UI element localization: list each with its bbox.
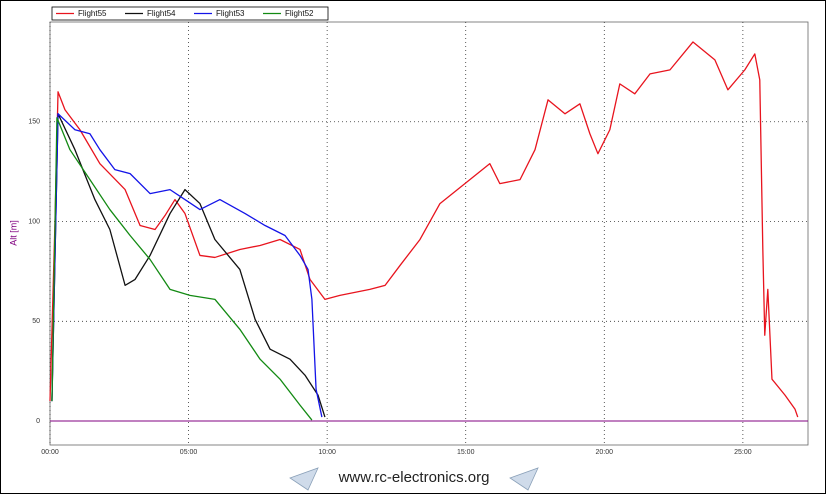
series-line [51, 117, 313, 421]
y-tick-label: 100 [28, 218, 40, 225]
x-tick-label: 00:00 [41, 449, 59, 456]
y-tick-label: 150 [28, 119, 40, 126]
legend-label: Flight52 [285, 9, 314, 18]
legend [51, 6, 329, 21]
series-line [51, 113, 323, 418]
plot-area [49, 21, 809, 446]
legend-label: Flight53 [216, 9, 245, 18]
x-tick-label: 25:00 [734, 449, 752, 456]
y-tick-label: 0 [36, 418, 40, 425]
x-tick-label: 10:00 [318, 449, 336, 456]
footer-icon [289, 467, 539, 491]
series-line [49, 41, 799, 418]
x-tick-label: 15:00 [457, 449, 475, 456]
y-axis-label: Alt [m] [8, 220, 18, 246]
legend-label: Flight55 [78, 9, 107, 18]
legend-label: Flight54 [147, 9, 176, 18]
footer-text: www.rc-electronics.org [338, 469, 490, 486]
y-tick-label: 50 [32, 318, 40, 325]
x-tick-label: 20:00 [596, 449, 614, 456]
x-tick-label: 05:00 [180, 449, 198, 456]
series-line [51, 113, 326, 418]
